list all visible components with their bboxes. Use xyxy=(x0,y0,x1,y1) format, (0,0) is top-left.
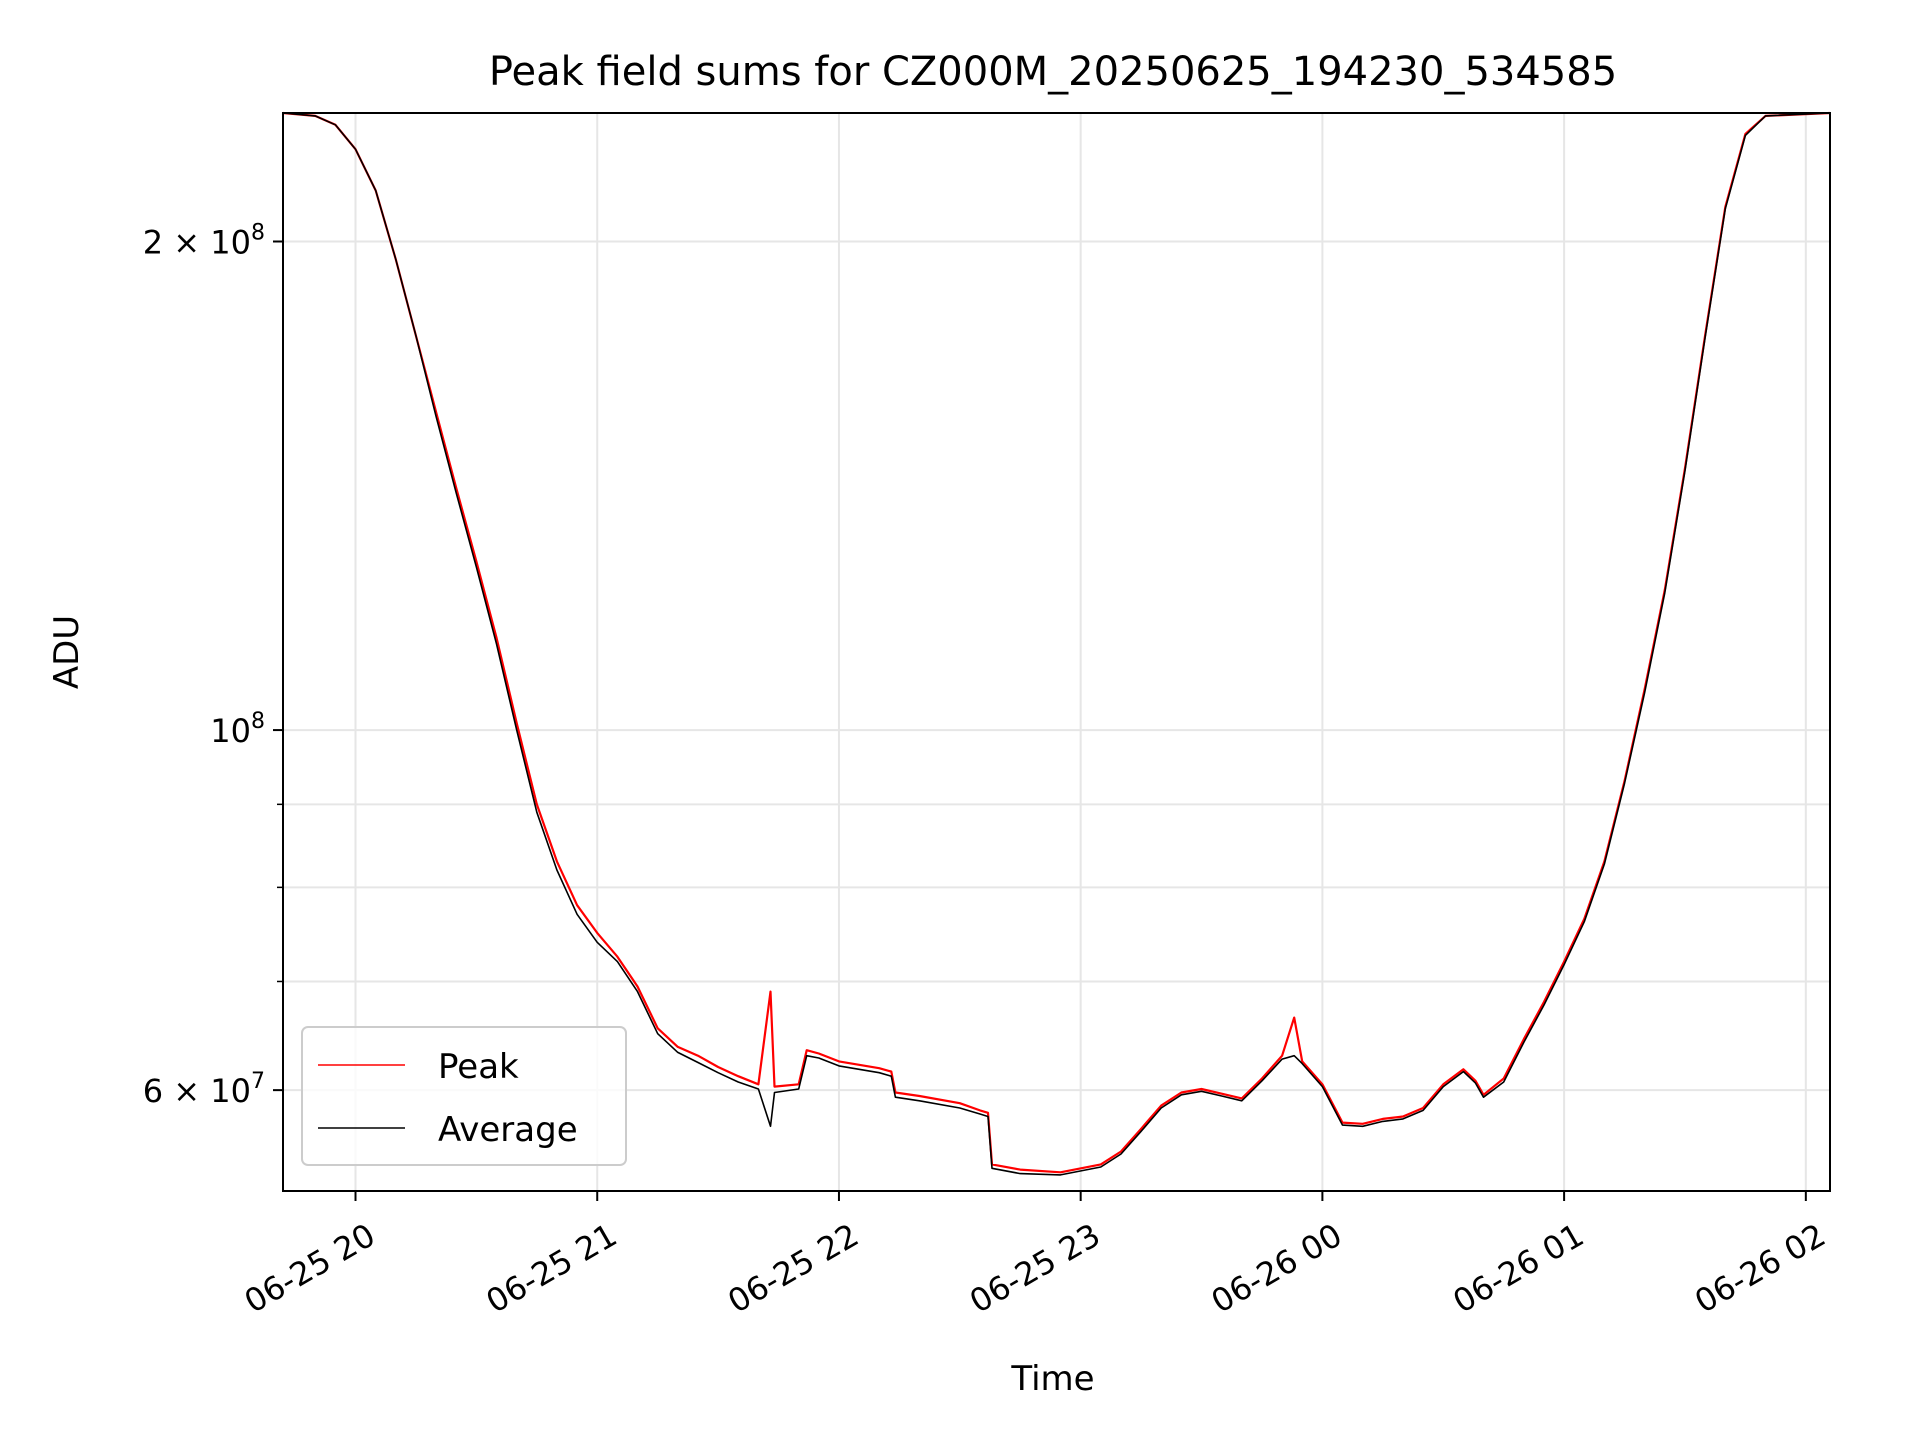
legend-label-peak: Peak xyxy=(438,1047,519,1087)
series-line-average xyxy=(282,112,1831,1176)
y-axis-label: ADU xyxy=(47,615,87,689)
chart-title: Peak field sums for CZ000M_20250625_1942… xyxy=(489,49,1617,95)
grid xyxy=(283,113,1830,1191)
plot-series xyxy=(282,111,1831,1176)
y-tick-label: 6 × 107 xyxy=(143,1069,265,1110)
y-tick-label: 2 × 108 xyxy=(143,221,265,262)
plot-frame xyxy=(282,112,1831,1192)
legend-frame xyxy=(301,1026,627,1166)
series-line-peak xyxy=(282,111,1831,1174)
legend: Peak Average xyxy=(301,1026,627,1166)
legend-label-average: Average xyxy=(438,1110,578,1150)
x-axis-label: Time xyxy=(1010,1359,1094,1399)
